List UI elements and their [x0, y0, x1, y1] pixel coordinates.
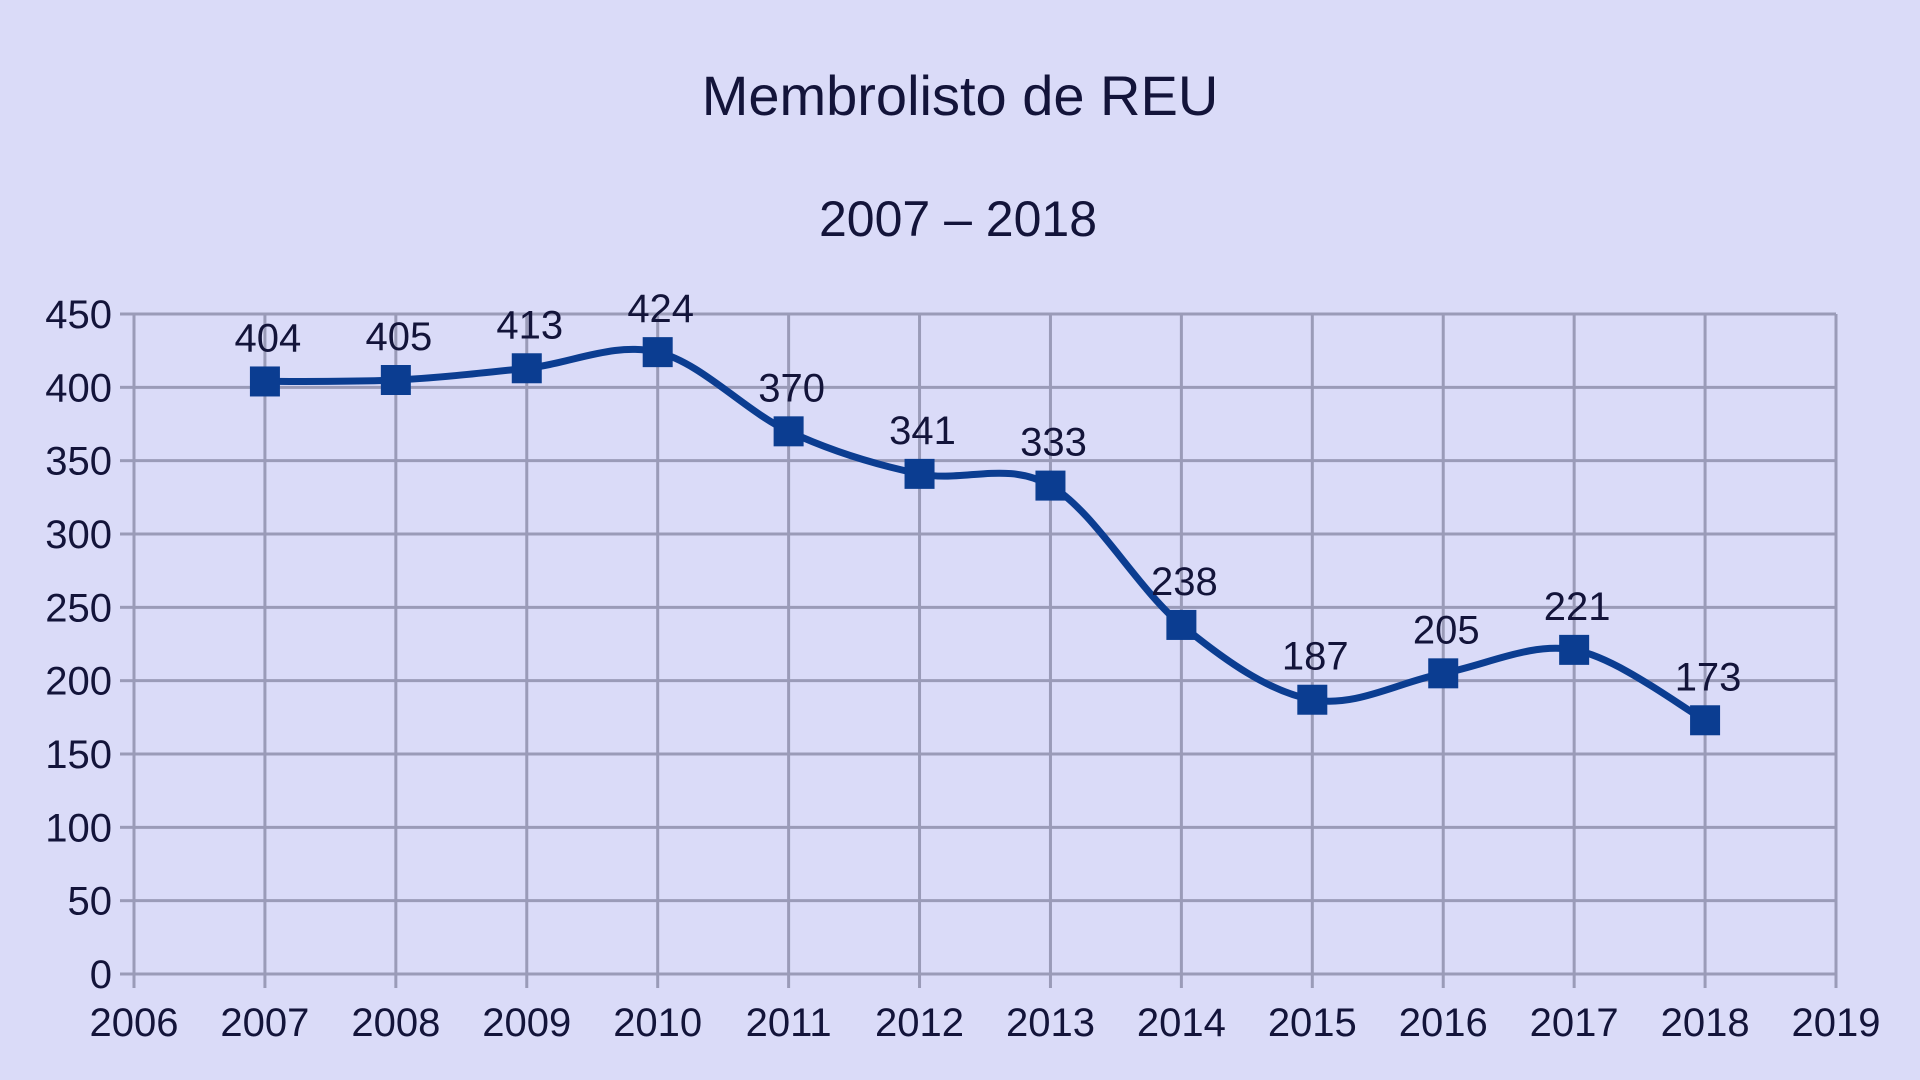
- data-point-marker: [1428, 658, 1459, 689]
- data-point-marker: [1690, 705, 1721, 736]
- data-point-marker: [380, 365, 411, 395]
- x-tick-label: 2012: [875, 1001, 964, 1045]
- x-tick-label: 2019: [1792, 1001, 1881, 1045]
- x-tick-label: 2010: [613, 1001, 702, 1045]
- data-labels: 404 405 413 424 370 341 333 238 187 205 221 173: [235, 287, 1742, 699]
- data-label: 187: [1282, 635, 1349, 679]
- x-tick-label: 2009: [482, 1001, 571, 1045]
- data-point-marker: [904, 458, 935, 489]
- y-tick-label: 300: [45, 513, 112, 557]
- x-tick-label: 2014: [1137, 1001, 1226, 1045]
- data-label: 341: [889, 409, 956, 453]
- x-tick-label: 2007: [220, 1001, 309, 1045]
- x-tick-label: 2008: [351, 1001, 440, 1045]
- x-tick-label: 2017: [1530, 1001, 1619, 1045]
- data-point-marker: [773, 416, 804, 447]
- x-tick-label: 2006: [90, 1001, 179, 1045]
- data-label: 404: [235, 316, 302, 360]
- data-label: 173: [1675, 655, 1742, 699]
- data-label: 333: [1020, 421, 1087, 465]
- chart-title: Membrolisto de REU: [702, 64, 1219, 127]
- data-label: 238: [1151, 560, 1218, 604]
- x-tick-label: 2011: [746, 1001, 832, 1045]
- y-tick-label: 50: [68, 880, 113, 924]
- gridlines: [132, 312, 1838, 974]
- data-label: 205: [1413, 608, 1480, 652]
- data-point-marker: [511, 353, 542, 384]
- data-point-marker: [1559, 634, 1590, 665]
- data-point-marker: [1035, 470, 1066, 501]
- data-label: 405: [365, 315, 432, 359]
- y-tick-label: 400: [45, 366, 112, 410]
- y-tick-label: 350: [45, 440, 112, 484]
- data-point-marker: [249, 366, 280, 397]
- x-tick-label: 2016: [1399, 1001, 1488, 1045]
- data-label: 424: [627, 287, 694, 331]
- chart-subtitle: 2007 – 2018: [819, 191, 1097, 247]
- y-tick-label: 0: [90, 953, 112, 997]
- data-point-marker: [1166, 609, 1197, 640]
- series-layer: [249, 337, 1721, 736]
- y-tick-label: 150: [45, 733, 112, 777]
- y-tick-label: 100: [45, 806, 112, 850]
- axes: 0 50 100 150 200 250 300 350 400 450 2006 2007 2008 2…: [45, 293, 1880, 1045]
- data-label: 413: [496, 303, 563, 347]
- x-tick-label: 2013: [1006, 1001, 1095, 1045]
- y-tick-label: 450: [45, 293, 112, 337]
- x-tick-label: 2018: [1661, 1001, 1750, 1045]
- data-point-marker: [1297, 684, 1328, 715]
- y-tick-label: 250: [45, 586, 112, 630]
- y-tick-label: 200: [45, 660, 112, 704]
- data-label: 221: [1544, 585, 1611, 629]
- data-point-marker: [642, 337, 673, 368]
- x-tick-label: 2015: [1268, 1001, 1357, 1045]
- data-label: 370: [758, 366, 825, 410]
